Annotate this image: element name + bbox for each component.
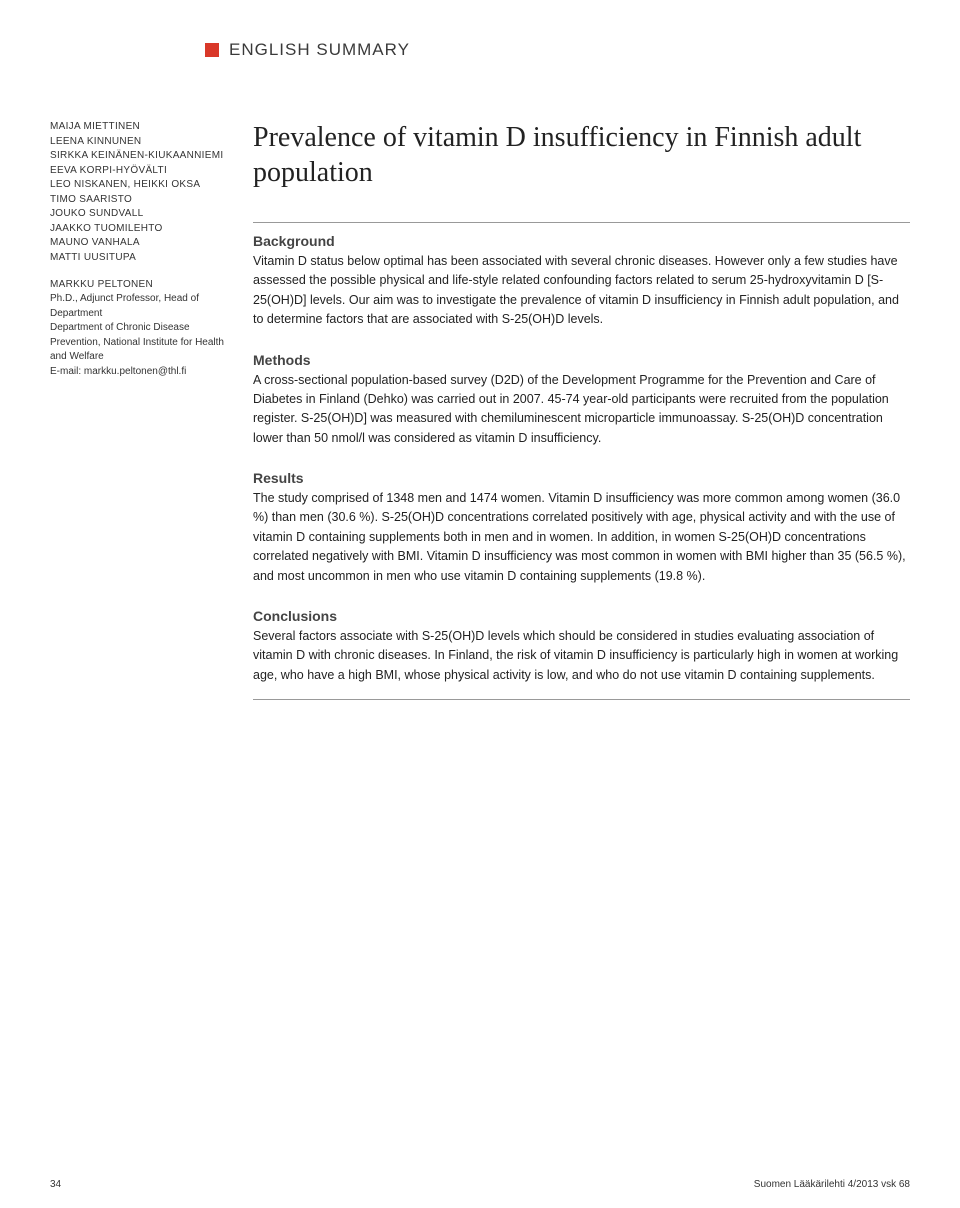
author: JAAKKO TUOMILEHTO [50,222,225,237]
abstract-heading: Results [253,470,910,486]
author-credentials: Ph.D., Adjunct Professor, Head of Depart… [50,292,225,379]
author: MATTI UUSITUPA [50,251,225,266]
author: EEVA KORPI-HYÖVÄLTI [50,164,225,179]
main-content: Prevalence of vitamin D insufficiency in… [253,120,910,712]
section-label: ENGLISH SUMMARY [229,40,410,60]
author: LEO NISKANEN, HEIKKI OKSA [50,178,225,193]
page-number: 34 [50,1179,61,1190]
journal-citation: Suomen Lääkärilehti 4/2013 vsk 68 [754,1179,910,1190]
abstract-text: The study comprised of 1348 men and 1474… [253,489,910,586]
abstract-text: Several factors associate with S-25(OH)D… [253,627,910,685]
abstract-heading: Conclusions [253,608,910,624]
abstract-heading: Methods [253,352,910,368]
abstract-section: Background Vitamin D status below optima… [253,222,910,330]
red-square-icon [205,43,219,57]
page-footer: 34 Suomen Lääkärilehti 4/2013 vsk 68 [50,1179,910,1190]
author: TIMO SAARISTO [50,193,225,208]
author: JOUKO SUNDVALL [50,207,225,222]
abstract-section: Results The study comprised of 1348 men … [253,460,910,586]
abstract-heading: Background [253,233,910,249]
author: SIRKKA KEINÄNEN-KIUKAANNIEMI [50,149,225,164]
author: LEENA KINNUNEN [50,135,225,150]
abstract-section: Methods A cross-sectional population-bas… [253,342,910,449]
abstract-text: A cross-sectional population-based surve… [253,371,910,449]
author: MAUNO VANHALA [50,236,225,251]
article-title: Prevalence of vitamin D insufficiency in… [253,120,910,190]
abstract-section: Conclusions Several factors associate wi… [253,598,910,700]
author: MAIJA MIETTINEN [50,120,225,135]
author-sidebar: MAIJA MIETTINEN LEENA KINNUNEN SIRKKA KE… [50,120,225,712]
abstract-text: Vitamin D status below optimal has been … [253,252,910,330]
author-list: MAIJA MIETTINEN LEENA KINNUNEN SIRKKA KE… [50,120,225,265]
corresponding-author: MARKKU PELTONEN [50,279,225,290]
section-header: ENGLISH SUMMARY [205,40,910,60]
